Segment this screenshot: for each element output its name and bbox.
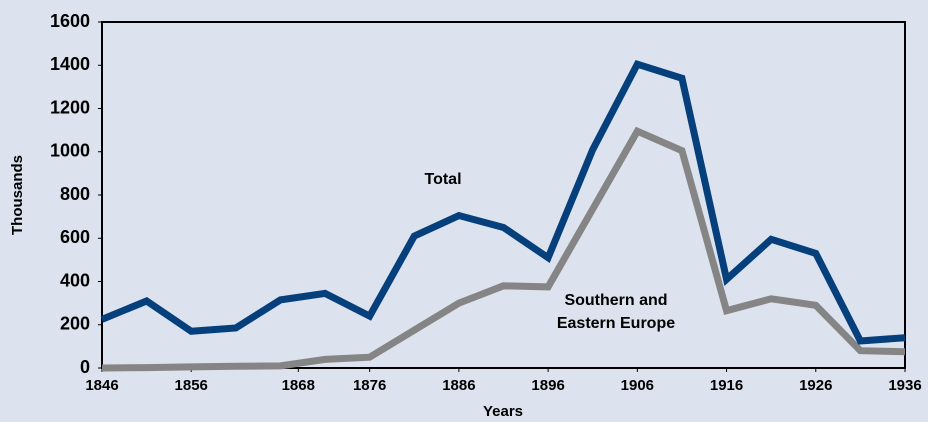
x-axis-label: Years xyxy=(483,403,523,420)
series-line xyxy=(101,126,906,372)
y-tick-label: 800 xyxy=(60,184,90,204)
y-tick-label: 0 xyxy=(80,357,90,377)
x-tick-label: 1846 xyxy=(85,377,118,394)
x-tick-label: 1886 xyxy=(442,377,475,394)
x-tick-label: 1856 xyxy=(175,377,208,394)
y-tick-label: 1600 xyxy=(50,11,90,31)
x-tick-label: 1896 xyxy=(531,377,564,394)
y-tick-label: 1200 xyxy=(50,97,90,117)
x-tick-label: 1916 xyxy=(710,377,743,394)
x-tick-label: 1876 xyxy=(353,377,386,394)
annotation: Eastern Europe xyxy=(557,315,675,332)
series-line xyxy=(100,59,906,345)
y-tick-label: 200 xyxy=(60,314,90,334)
x-tick-label: 1936 xyxy=(888,377,921,394)
x-tick-label: 1906 xyxy=(621,377,654,394)
annotation: Southern and xyxy=(564,292,667,309)
y-tick-label: 1000 xyxy=(50,141,90,161)
y-axis-label: Thousands xyxy=(9,155,26,235)
annotation: Total xyxy=(424,171,461,188)
x-tick-label: 1868 xyxy=(282,377,315,394)
y-tick-label: 600 xyxy=(60,227,90,247)
y-tick-label: 1400 xyxy=(50,54,90,74)
y-tick-label: 400 xyxy=(60,270,90,290)
x-tick-label: 1926 xyxy=(799,377,832,394)
